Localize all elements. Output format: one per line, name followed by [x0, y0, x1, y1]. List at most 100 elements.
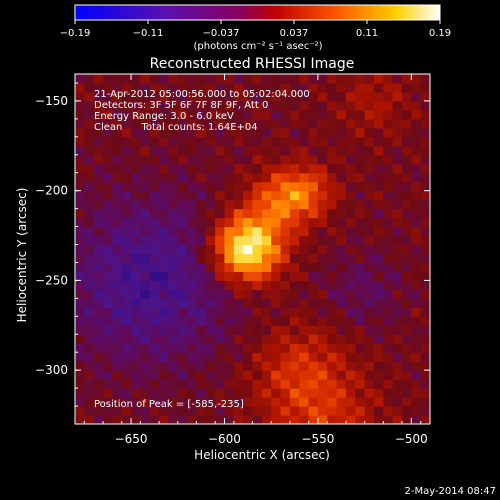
heatmap-cell: [261, 190, 272, 201]
heatmap-cell: [233, 397, 244, 407]
heatmap-cell: [289, 172, 300, 183]
heatmap-cell: [373, 172, 384, 183]
heatmap-cell: [420, 172, 430, 183]
heatmap-cell: [112, 118, 123, 129]
heatmap-cell: [112, 74, 123, 84]
heatmap-cell: [299, 397, 310, 407]
heatmap-cell: [261, 82, 272, 93]
heatmap-cell: [252, 74, 263, 84]
heatmap-cell: [420, 334, 430, 344]
heatmap-cell: [233, 100, 244, 111]
heatmap-cell: [355, 91, 366, 102]
heatmap-cell: [84, 406, 95, 416]
heatmap-cell: [233, 307, 244, 317]
heatmap-cell: [140, 289, 151, 299]
heatmap-cell: [196, 235, 207, 246]
heatmap-cell: [121, 253, 132, 264]
heatmap-cell: [215, 343, 226, 353]
heatmap-cell: [168, 127, 179, 138]
heatmap-cell: [345, 145, 356, 156]
heatmap-cell: [289, 316, 300, 326]
heatmap-cell: [149, 271, 160, 282]
heatmap-cell: [383, 136, 394, 147]
heatmap-cell: [336, 361, 347, 371]
heatmap-cell: [252, 415, 263, 424]
heatmap-cell: [75, 74, 85, 84]
heatmap-cell: [364, 172, 375, 183]
heatmap-cell: [84, 361, 95, 371]
heatmap-cell: [103, 379, 113, 389]
heatmap-cell: [159, 127, 170, 138]
heatmap-cell: [159, 271, 170, 282]
heatmap-cell: [336, 262, 347, 273]
heatmap-cell: [336, 307, 347, 317]
heatmap-cell: [280, 181, 291, 192]
heatmap-cell: [205, 91, 216, 102]
heatmap-cell: [168, 352, 179, 362]
heatmap-cell: [243, 235, 254, 246]
heatmap-cell: [317, 406, 328, 416]
heatmap-cell: [224, 82, 235, 93]
heatmap-cell: [84, 163, 95, 174]
heatmap-cell: [187, 181, 198, 192]
heatmap-cell: [317, 199, 328, 210]
heatmap-cell: [411, 298, 422, 308]
heatmap-cell: [233, 145, 244, 156]
heatmap-cell: [205, 244, 216, 255]
heatmap-cell: [159, 298, 170, 308]
heatmap-cell: [364, 289, 375, 299]
heatmap-cell: [177, 118, 188, 129]
heatmap-cell: [103, 136, 113, 147]
heatmap-cell: [121, 379, 132, 389]
heatmap-cell: [327, 352, 338, 362]
heatmap-cell: [93, 74, 104, 84]
heatmap-cell: [75, 100, 85, 111]
heatmap-cell: [308, 316, 319, 326]
heatmap-cell: [373, 91, 384, 102]
heatmap-cell: [308, 253, 319, 264]
heatmap-cell: [345, 208, 356, 219]
heatmap-cell: [75, 145, 85, 156]
heatmap-cell: [383, 199, 394, 210]
heatmap-cell: [112, 325, 123, 335]
heatmap-cell: [289, 361, 300, 371]
heatmap-cell: [261, 343, 272, 353]
heatmap-cell: [233, 244, 244, 255]
heatmap-cell: [252, 91, 263, 102]
heatmap-cell: [280, 316, 291, 326]
colorbar-label: (photons cm⁻² s⁻¹ asec⁻²): [193, 41, 322, 52]
heatmap-cell: [308, 172, 319, 183]
heatmap-cell: [261, 127, 272, 138]
heatmap-cell: [112, 91, 123, 102]
heatmap-cell: [187, 163, 198, 174]
heatmap-cell: [243, 118, 254, 129]
heatmap-cell: [392, 406, 403, 416]
heatmap-cell: [299, 163, 310, 174]
heatmap-cell: [401, 100, 412, 111]
heatmap-cell: [177, 127, 188, 138]
colorbar-ticks: −0.19 −0.11 −0.037 0.037 0.11 0.19: [60, 20, 451, 39]
x-tick-label: −650: [115, 432, 148, 446]
heatmap-cell: [280, 415, 291, 424]
heatmap-cell: [187, 172, 198, 183]
heatmap-cell: [149, 118, 160, 129]
heatmap-cell: [243, 163, 254, 174]
heatmap-cell: [168, 343, 179, 353]
heatmap-cell: [327, 127, 338, 138]
heatmap-cell: [112, 163, 123, 174]
heatmap-cell: [215, 397, 226, 407]
heatmap-cell: [299, 289, 310, 299]
heatmap-cell: [411, 370, 422, 380]
heatmap-cell: [93, 370, 104, 380]
heatmap-cell: [121, 370, 132, 380]
heatmap-cell: [308, 127, 319, 138]
heatmap-cell: [289, 91, 300, 102]
heatmap-cell: [196, 217, 207, 228]
heatmap-cell: [355, 406, 366, 416]
heatmap-cell: [392, 145, 403, 156]
heatmap-cell: [289, 325, 300, 335]
heatmap-cell: [93, 289, 104, 299]
heatmap-cell: [215, 370, 226, 380]
heatmap-cell: [196, 316, 207, 326]
heatmap-cell: [289, 280, 300, 290]
